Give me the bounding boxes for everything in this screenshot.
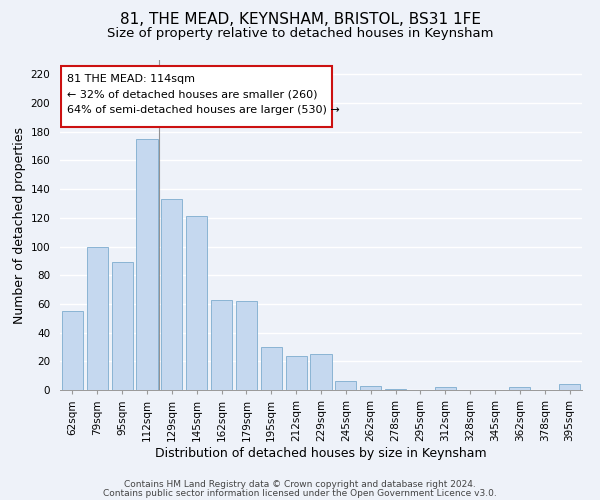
- Bar: [286, 356, 307, 390]
- Bar: [559, 384, 580, 390]
- Bar: [310, 354, 332, 390]
- Text: Size of property relative to detached houses in Keynsham: Size of property relative to detached ho…: [107, 28, 493, 40]
- Bar: [509, 387, 530, 390]
- Bar: [62, 311, 83, 390]
- Text: 64% of semi-detached houses are larger (530) →: 64% of semi-detached houses are larger (…: [67, 105, 340, 115]
- Text: Contains public sector information licensed under the Open Government Licence v3: Contains public sector information licen…: [103, 488, 497, 498]
- Bar: [335, 382, 356, 390]
- Bar: [136, 139, 158, 390]
- Text: Contains HM Land Registry data © Crown copyright and database right 2024.: Contains HM Land Registry data © Crown c…: [124, 480, 476, 489]
- Y-axis label: Number of detached properties: Number of detached properties: [13, 126, 26, 324]
- Bar: [435, 387, 456, 390]
- Bar: [161, 199, 182, 390]
- Bar: [87, 246, 108, 390]
- Bar: [211, 300, 232, 390]
- Bar: [236, 301, 257, 390]
- FancyBboxPatch shape: [61, 66, 332, 128]
- Bar: [385, 388, 406, 390]
- Text: 81, THE MEAD, KEYNSHAM, BRISTOL, BS31 1FE: 81, THE MEAD, KEYNSHAM, BRISTOL, BS31 1F…: [119, 12, 481, 28]
- Text: ← 32% of detached houses are smaller (260): ← 32% of detached houses are smaller (26…: [67, 90, 318, 100]
- Bar: [186, 216, 207, 390]
- Bar: [261, 347, 282, 390]
- Bar: [360, 386, 381, 390]
- X-axis label: Distribution of detached houses by size in Keynsham: Distribution of detached houses by size …: [155, 446, 487, 460]
- Bar: [112, 262, 133, 390]
- Text: 81 THE MEAD: 114sqm: 81 THE MEAD: 114sqm: [67, 74, 196, 84]
